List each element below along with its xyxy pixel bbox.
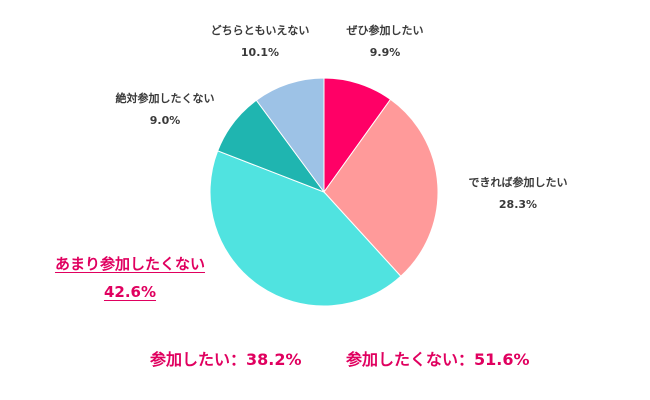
summary-no: 参加したくない：51.6% [346, 350, 530, 369]
summary-yes: 参加したい：38.2% [150, 350, 302, 369]
label-dekireba: できれば参加したい 28.3% [448, 172, 588, 216]
pie-slice [255, 77, 325, 194]
label-pct: 9.9% [369, 46, 401, 59]
label-name: あまり参加したくない [54, 255, 205, 273]
pie-slice [323, 98, 439, 277]
label-amari-highlight: あまり参加したくない 42.6% [30, 250, 230, 306]
label-pct: 10.1% [240, 46, 280, 59]
label-name: ぜひ参加したい [346, 24, 424, 37]
label-name: どちらともいえない [210, 24, 310, 37]
label-zehi: ぜひ参加したい 9.9% [330, 20, 440, 64]
label-zettai: 絶対参加したくない 9.0% [105, 88, 225, 132]
pie-slice [209, 150, 402, 307]
label-name: できれば参加したい [468, 176, 568, 189]
label-dochira: どちらともいえない 10.1% [190, 20, 330, 64]
label-pct: 28.3% [498, 198, 538, 211]
label-pct: 42.6% [103, 283, 157, 301]
label-name: 絶対参加したくない [115, 92, 215, 105]
label-pct: 9.0% [149, 114, 181, 127]
